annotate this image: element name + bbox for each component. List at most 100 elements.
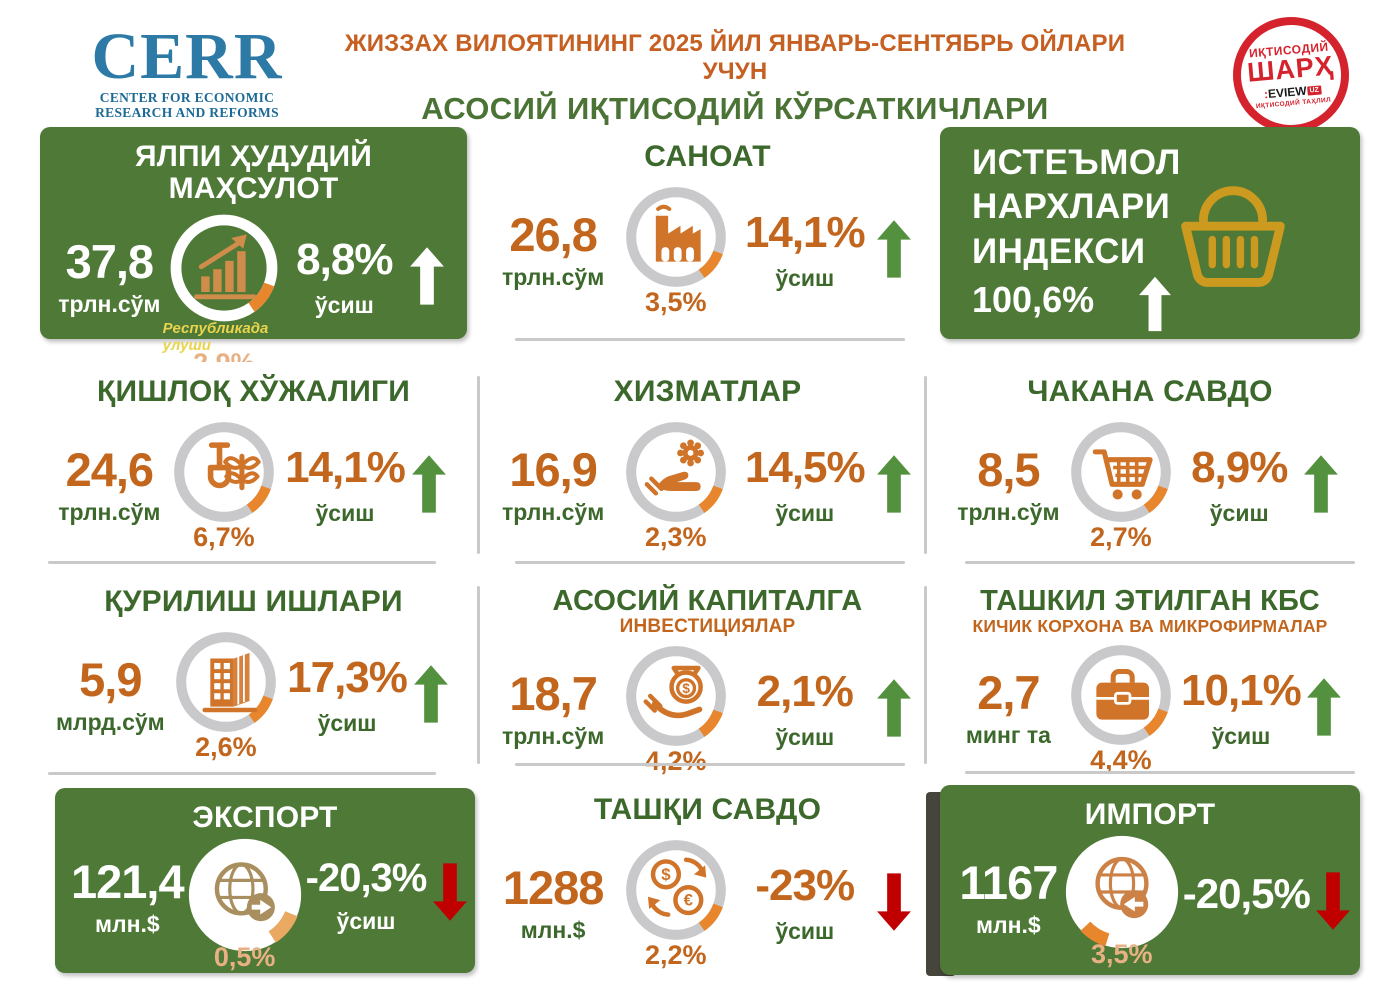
page-title: ЖИЗЗАХ ВИЛОЯТИНИНГ 2025 ЙИЛ ЯНВАРЬ-СЕНТЯ…: [315, 30, 1155, 127]
money-bag-hand-icon: [620, 640, 732, 752]
growth-percent: -20,5%: [1182, 869, 1311, 917]
card-value: 1167: [959, 855, 1058, 909]
share-percent: 3,5%: [644, 286, 707, 317]
up-arrow-icon: [411, 454, 447, 514]
card-unit: трлн.сўм: [957, 498, 1060, 525]
cpi-title-line2: НАРХЛАРИ: [972, 187, 1171, 227]
card-value: 26,8: [509, 207, 597, 261]
growth-label: ўсиш: [1209, 499, 1269, 526]
card-agriculture: ҚИШЛОҚ ХЎЖАЛИГИ 24,6 трлн.сўм 6,7% 14,1%…: [40, 362, 467, 560]
card-unit: трлн.сўм: [58, 291, 161, 317]
divider: [515, 561, 905, 564]
card-title: САНОАТ: [644, 140, 771, 173]
card-value: 18,7: [509, 667, 597, 721]
down-arrow-icon: [432, 862, 468, 922]
share-percent: 2,2%: [644, 939, 707, 970]
up-arrow-icon: [413, 664, 449, 724]
growth-label: ўсиш: [314, 292, 374, 318]
card-title: АСОСИЙ КАПИТАЛГА: [552, 585, 863, 617]
card-export: ЭКСПОРТ 121,4 млн.$ 0,5% -20,3% ўсиш: [55, 788, 475, 973]
card-unit: трлн.сўм: [501, 723, 605, 750]
card-subtitle: КИЧИК КОРХОНА ВА МИКРОФИРМАЛАР: [972, 616, 1328, 637]
card-unit: млн.$: [520, 916, 586, 943]
down-arrow-icon: [876, 872, 912, 932]
shopping-basket-icon: [1148, 167, 1318, 315]
up-arrow-icon: [876, 454, 912, 514]
card-value: 37,8: [65, 235, 154, 288]
card-import: ИМПОРТ 1167 млн.$ 3,5% -20,5%: [940, 785, 1360, 975]
cpi-title-line1: ИСТЕЪМОЛ: [972, 143, 1181, 182]
share-label: Республикада улуши: [162, 320, 269, 354]
card-value: 2,7: [977, 666, 1040, 720]
globe-export-icon: [184, 834, 306, 956]
badge-line2: ШАРҲ: [1245, 49, 1335, 88]
divider: [965, 771, 1355, 774]
shovel-plant-icon: [168, 416, 280, 528]
growth-percent: 8,9%: [1191, 442, 1288, 492]
card-title: ИМПОРТ: [1084, 798, 1216, 831]
up-arrow-icon: [409, 246, 445, 306]
factory-icon: [620, 181, 732, 293]
share-percent: 2,3%: [644, 521, 707, 552]
divider: [965, 561, 1355, 564]
card-title: ЧАКАНА САВДО: [1027, 375, 1273, 408]
growth-label: ўсиш: [775, 264, 835, 291]
share-percent: 2,6%: [195, 731, 257, 762]
share-percent: 4,4%: [1090, 745, 1152, 776]
divider: [477, 376, 480, 554]
share-percent: 6,7%: [193, 521, 255, 552]
growth-label: ўсиш: [775, 917, 835, 944]
cerr-logo-subtitle-1: CENTER FOR ECONOMIC: [99, 90, 275, 105]
growth-percent: 14,1%: [744, 207, 866, 257]
cpi-title-line3: ИНДЕКСИ: [972, 231, 1146, 271]
cerr-logo-acronym: CERR: [91, 20, 283, 93]
card-value: 5,9: [79, 652, 142, 706]
card-services: ХИЗМАТЛАР 16,9 трлн.сўм 2,3% 14,5% ўсиш: [480, 362, 935, 560]
card-value: 24,6: [65, 442, 154, 496]
card-unit: млн.$: [94, 910, 160, 937]
card-small-businesses-created: ТАШКИЛ ЭТИЛГАН КБС КИЧИК КОРХОНА ВА МИКР…: [940, 572, 1360, 775]
card-unit: млн.$: [976, 911, 1041, 938]
up-arrow-icon: [1303, 454, 1339, 514]
up-arrow-icon: [876, 678, 912, 738]
currency-exchange-icon: [620, 834, 732, 946]
badge-review-uz: UZ: [1307, 85, 1322, 96]
card-retail-trade: ЧАКАНА САВДО 8,5 трлн.сўм 2,7% 8,9% ўсиш: [940, 362, 1360, 560]
growth-label: ўсиш: [775, 499, 835, 526]
bar-chart-growth-icon: [164, 208, 284, 328]
card-unit: минг та: [965, 722, 1051, 749]
shopping-cart-icon: [1065, 416, 1177, 528]
growth-percent: -20,3%: [305, 855, 428, 900]
growth-label: ўсиш: [315, 499, 375, 526]
divider: [924, 376, 927, 554]
card-gross-regional-product: ЯЛПИ ҲУДУДИЙ МАҲСУЛОТ 37,8 трлн.сўм Респ…: [40, 127, 467, 378]
down-arrow-icon: [1315, 871, 1351, 931]
card-industry: САНОАТ 26,8 трлн.сўм 3,5% 14,1% ўсиш: [480, 127, 935, 339]
share-percent: 3,5%: [1090, 938, 1153, 969]
up-arrow-icon: [1306, 677, 1342, 737]
card-unit: трлн.сўм: [58, 498, 161, 525]
card-value: 1288: [502, 860, 605, 914]
building-icon: [170, 626, 282, 738]
divider: [48, 561, 436, 564]
growth-percent: -23%: [755, 860, 855, 910]
growth-percent: 14,5%: [744, 442, 866, 492]
page-title-line1: ЖИЗЗАХ ВИЛОЯТИНИНГ 2025 ЙИЛ ЯНВАРЬ-СЕНТЯ…: [344, 30, 1126, 85]
growth-label: ўсиш: [1211, 723, 1271, 750]
divider: [515, 338, 905, 341]
up-arrow-icon: [876, 219, 912, 279]
growth-label: ўсиш: [336, 907, 396, 934]
briefcase-icon: [1065, 639, 1177, 751]
growth-label: ўсиш: [775, 724, 835, 751]
divider: [477, 586, 480, 764]
share-percent: 0,5%: [213, 941, 276, 972]
card-consumer-price-index: ИСТЕЪМОЛ НАРХЛАРИ ИНДЕКСИ 100,6%: [940, 127, 1360, 339]
card-title: ХИЗМАТЛАР: [613, 375, 802, 408]
card-foreign-trade: ТАШҚИ САВДО 1288 млн.$ 2,2% -23% ўсиш: [480, 780, 935, 978]
growth-percent: 8,8%: [296, 235, 393, 284]
card-unit: трлн.сўм: [501, 498, 605, 525]
card-unit: млрд.сўм: [56, 708, 165, 735]
globe-import-icon: [1061, 831, 1183, 953]
cerr-logo: CERR CENTER FOR ECONOMIC RESEARCH AND RE…: [72, 20, 302, 121]
growth-label: ўсиш: [317, 709, 377, 736]
